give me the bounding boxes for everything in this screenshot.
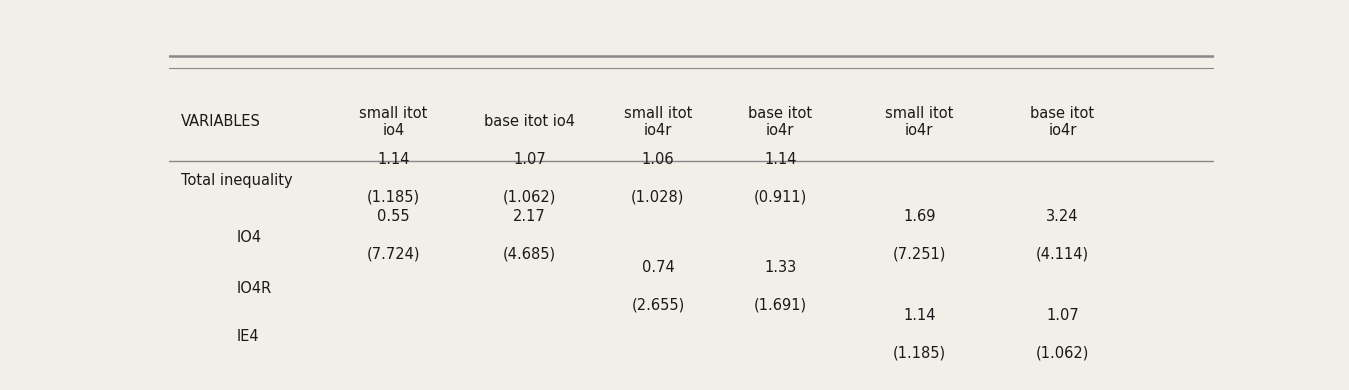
Text: (4.685): (4.685) xyxy=(503,246,556,262)
Text: 1.14: 1.14 xyxy=(378,152,410,167)
Text: (1.028): (1.028) xyxy=(631,190,684,204)
Text: (7.251): (7.251) xyxy=(893,246,946,262)
Text: IE4: IE4 xyxy=(236,329,259,344)
Text: 1.07: 1.07 xyxy=(1045,308,1079,323)
Text: 1.14: 1.14 xyxy=(764,152,796,167)
Text: base itot
io4r: base itot io4r xyxy=(749,106,812,138)
Text: (1.185): (1.185) xyxy=(893,346,946,361)
Text: (1.062): (1.062) xyxy=(503,190,556,204)
Text: IO4: IO4 xyxy=(236,230,262,245)
Text: (7.724): (7.724) xyxy=(367,246,420,262)
Text: 1.69: 1.69 xyxy=(902,209,935,224)
Text: (1.062): (1.062) xyxy=(1036,346,1089,361)
Text: VARIABLES: VARIABLES xyxy=(181,114,262,129)
Text: (1.185): (1.185) xyxy=(367,190,420,204)
Text: (0.911): (0.911) xyxy=(754,190,807,204)
Text: base itot
io4r: base itot io4r xyxy=(1031,106,1094,138)
Text: 1.33: 1.33 xyxy=(764,260,796,275)
Text: (4.114): (4.114) xyxy=(1036,246,1089,262)
Text: 1.06: 1.06 xyxy=(642,152,674,167)
Text: base itot io4: base itot io4 xyxy=(484,114,575,129)
Text: IO4R: IO4R xyxy=(236,281,272,296)
Text: (2.655): (2.655) xyxy=(631,298,684,312)
Text: 3.24: 3.24 xyxy=(1047,209,1079,224)
Text: 0.74: 0.74 xyxy=(642,260,674,275)
Text: Total inequality: Total inequality xyxy=(181,173,293,188)
Text: 0.55: 0.55 xyxy=(378,209,410,224)
Text: (1.691): (1.691) xyxy=(754,298,807,312)
Text: small itot
io4: small itot io4 xyxy=(359,106,428,138)
Text: 1.07: 1.07 xyxy=(513,152,546,167)
Text: small itot
io4r: small itot io4r xyxy=(623,106,692,138)
Text: 2.17: 2.17 xyxy=(513,209,546,224)
Text: small itot
io4r: small itot io4r xyxy=(885,106,954,138)
Text: 1.14: 1.14 xyxy=(902,308,935,323)
